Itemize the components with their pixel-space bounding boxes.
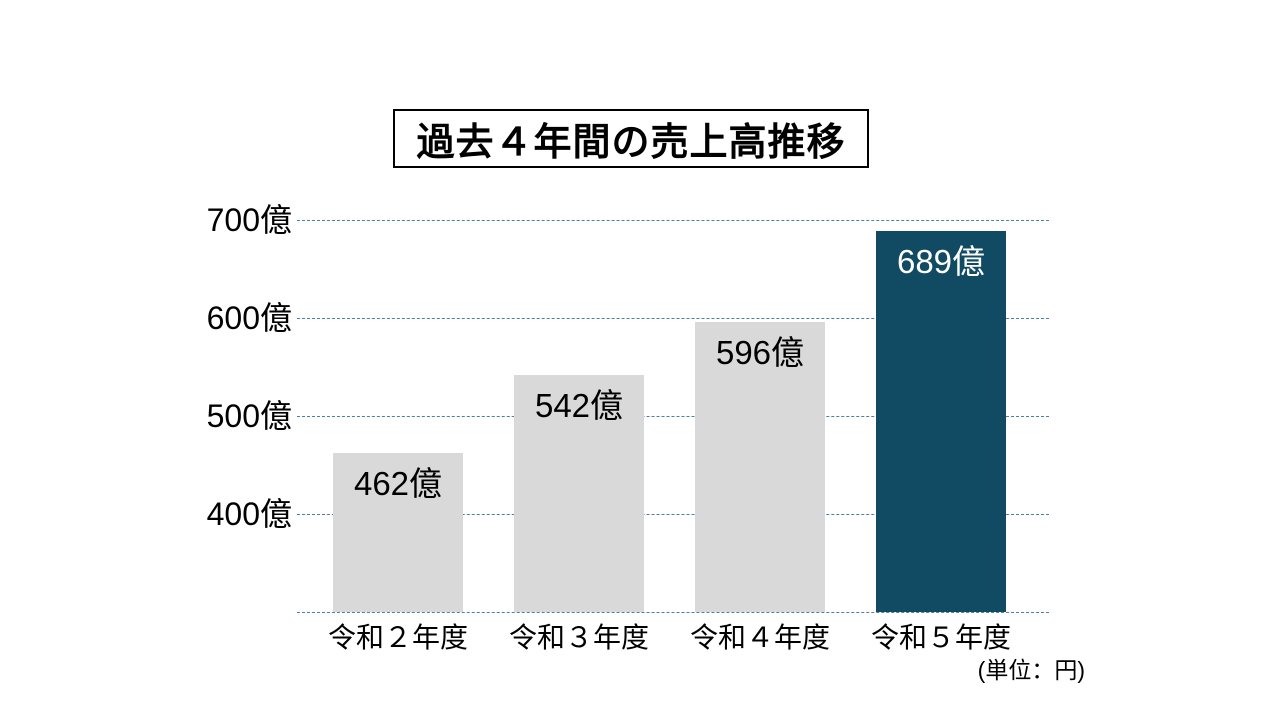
chart-title: 過去４年間の売上高推移 bbox=[416, 122, 846, 164]
category-label: 令和５年度 bbox=[870, 622, 1011, 653]
category-label: 令和３年度 bbox=[508, 622, 649, 653]
bar bbox=[876, 230, 1006, 612]
gridline bbox=[297, 318, 1049, 319]
category-label: 令和４年度 bbox=[689, 622, 830, 653]
bar-value-label: 542億 bbox=[534, 386, 624, 424]
bar bbox=[333, 453, 463, 612]
bar-value-label: 462億 bbox=[353, 465, 443, 503]
y-axis-tick-label: 400億 bbox=[206, 496, 292, 532]
chart-title-box: 過去４年間の売上高推移 bbox=[393, 109, 869, 168]
gridline bbox=[297, 220, 1049, 221]
bar-value-label: 689億 bbox=[896, 242, 986, 280]
gridline bbox=[297, 514, 1049, 515]
bar bbox=[514, 374, 644, 612]
category-label: 令和２年度 bbox=[327, 622, 468, 653]
gridline bbox=[297, 416, 1049, 417]
bar bbox=[695, 321, 825, 612]
y-axis-tick-label: 500億 bbox=[206, 398, 292, 434]
gridline bbox=[297, 612, 1049, 613]
y-axis-tick-label: 700億 bbox=[206, 202, 292, 238]
bar-value-label: 596億 bbox=[715, 333, 805, 371]
unit-note: (単位：円) bbox=[977, 657, 1085, 683]
y-axis-tick-label: 600億 bbox=[206, 300, 292, 336]
